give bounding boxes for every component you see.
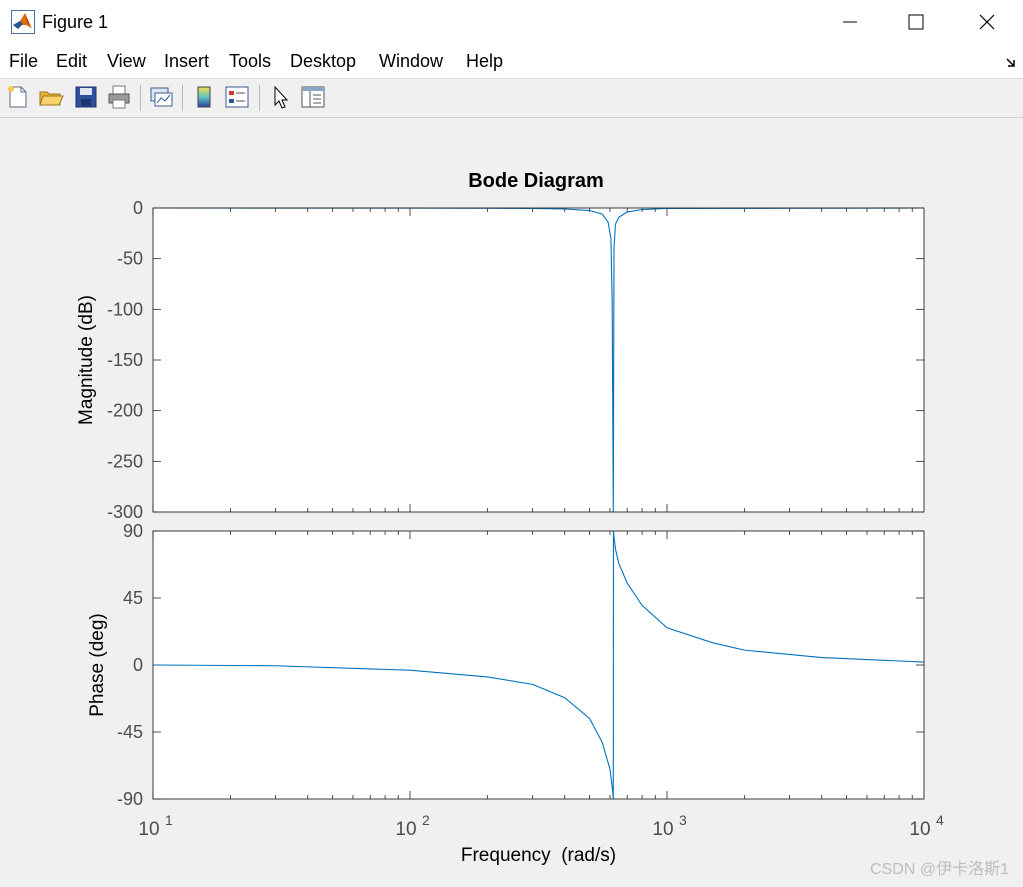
- maximize-button[interactable]: [893, 0, 939, 44]
- window-title: Figure 1: [42, 12, 109, 32]
- x-tick-exponent: 3: [679, 812, 687, 828]
- magnitude-plot-area: [153, 208, 924, 512]
- matlab-logo-icon: [11, 10, 35, 34]
- y-tick-label: 0: [133, 655, 143, 675]
- x-tick-label: 10: [138, 819, 159, 840]
- phase-axes-box: [152, 530, 925, 800]
- magnitude-axes: 0 -50 -100 -150 -200 -250 -300 Magnitude (dB): [76, 198, 925, 522]
- print-icon[interactable]: [106, 84, 132, 110]
- phase-axes: 90 45 0 -45 -90 Phase (deg) 10 1 10 2 10 3 10 4 Freque…: [87, 521, 944, 866]
- phase-plot-area: [153, 531, 924, 799]
- y-tick-label: -100: [107, 299, 143, 319]
- minimize-icon: [843, 21, 857, 23]
- toolbar-separator: [182, 85, 183, 111]
- toolbar-separator: [259, 85, 260, 111]
- x-tick-exponent: 1: [165, 812, 173, 828]
- menu-tools[interactable]: Tools: [229, 51, 272, 71]
- phase-ylabel: Phase (deg): [87, 613, 108, 717]
- x-tick-exponent: 2: [422, 812, 430, 828]
- menu-help[interactable]: Help: [466, 51, 504, 71]
- toolbar-separator: [140, 85, 141, 111]
- bode-plot: Bode Diagram 0 -50 -100 -150 -200 -250 -300 Mag…: [76, 170, 944, 866]
- menu-bar: File Edit View Insert Tools Desktop Wind…: [0, 44, 1023, 79]
- insert-legend-icon[interactable]: [224, 84, 250, 110]
- open-file-icon[interactable]: [38, 84, 64, 110]
- y-tick-label: 90: [123, 521, 143, 541]
- magnitude-axes-box: [152, 207, 925, 513]
- toolbar: [0, 79, 1023, 118]
- y-tick-label: -300: [107, 502, 143, 522]
- x-axis-label: Frequency (rad/s): [461, 845, 616, 866]
- x-tick-label: 10: [909, 819, 930, 840]
- y-tick-label: 0: [133, 198, 143, 218]
- minimize-button[interactable]: [827, 0, 873, 44]
- property-inspector-icon[interactable]: [300, 84, 326, 110]
- maximize-icon: [908, 14, 924, 30]
- menu-window[interactable]: Window: [379, 51, 444, 71]
- watermark: CSDN @伊卡洛斯1: [870, 861, 1009, 878]
- x-tick-label: 10: [395, 819, 416, 840]
- save-icon[interactable]: [73, 84, 99, 110]
- x-tick-label: 10: [652, 819, 673, 840]
- magnitude-series-line: [153, 207, 924, 513]
- title-bar: Figure 1: [0, 0, 1023, 44]
- insert-colorbar-icon[interactable]: [191, 84, 217, 110]
- phase-series-line: [153, 530, 924, 800]
- new-figure-icon[interactable]: [5, 84, 31, 110]
- x-tick-exponent: 4: [936, 812, 944, 828]
- menu-file[interactable]: File: [9, 51, 39, 71]
- menu-desktop[interactable]: Desktop: [290, 51, 357, 71]
- close-icon: [979, 14, 995, 30]
- chart-title: Bode Diagram: [468, 170, 604, 192]
- magnitude-ylabel: Magnitude (dB): [76, 295, 97, 425]
- y-tick-label: -200: [107, 401, 143, 421]
- menu-insert[interactable]: Insert: [164, 51, 210, 71]
- menu-view[interactable]: View: [107, 51, 146, 71]
- link-plot-icon[interactable]: [148, 84, 174, 110]
- y-tick-label: -45: [117, 722, 143, 742]
- y-tick-label: -50: [117, 249, 143, 269]
- close-button[interactable]: [964, 0, 1010, 44]
- y-tick-label: -90: [117, 789, 143, 809]
- edit-plot-arrow-icon[interactable]: [267, 84, 293, 110]
- menu-edit[interactable]: Edit: [56, 51, 88, 71]
- dock-arrow-icon[interactable]: [1005, 56, 1017, 74]
- y-tick-label: -250: [107, 451, 143, 471]
- y-tick-label: 45: [123, 588, 143, 608]
- figure-canvas: Bode Diagram 0 -50 -100 -150 -200 -250 -300 Mag…: [0, 118, 1023, 887]
- y-tick-label: -150: [107, 350, 143, 370]
